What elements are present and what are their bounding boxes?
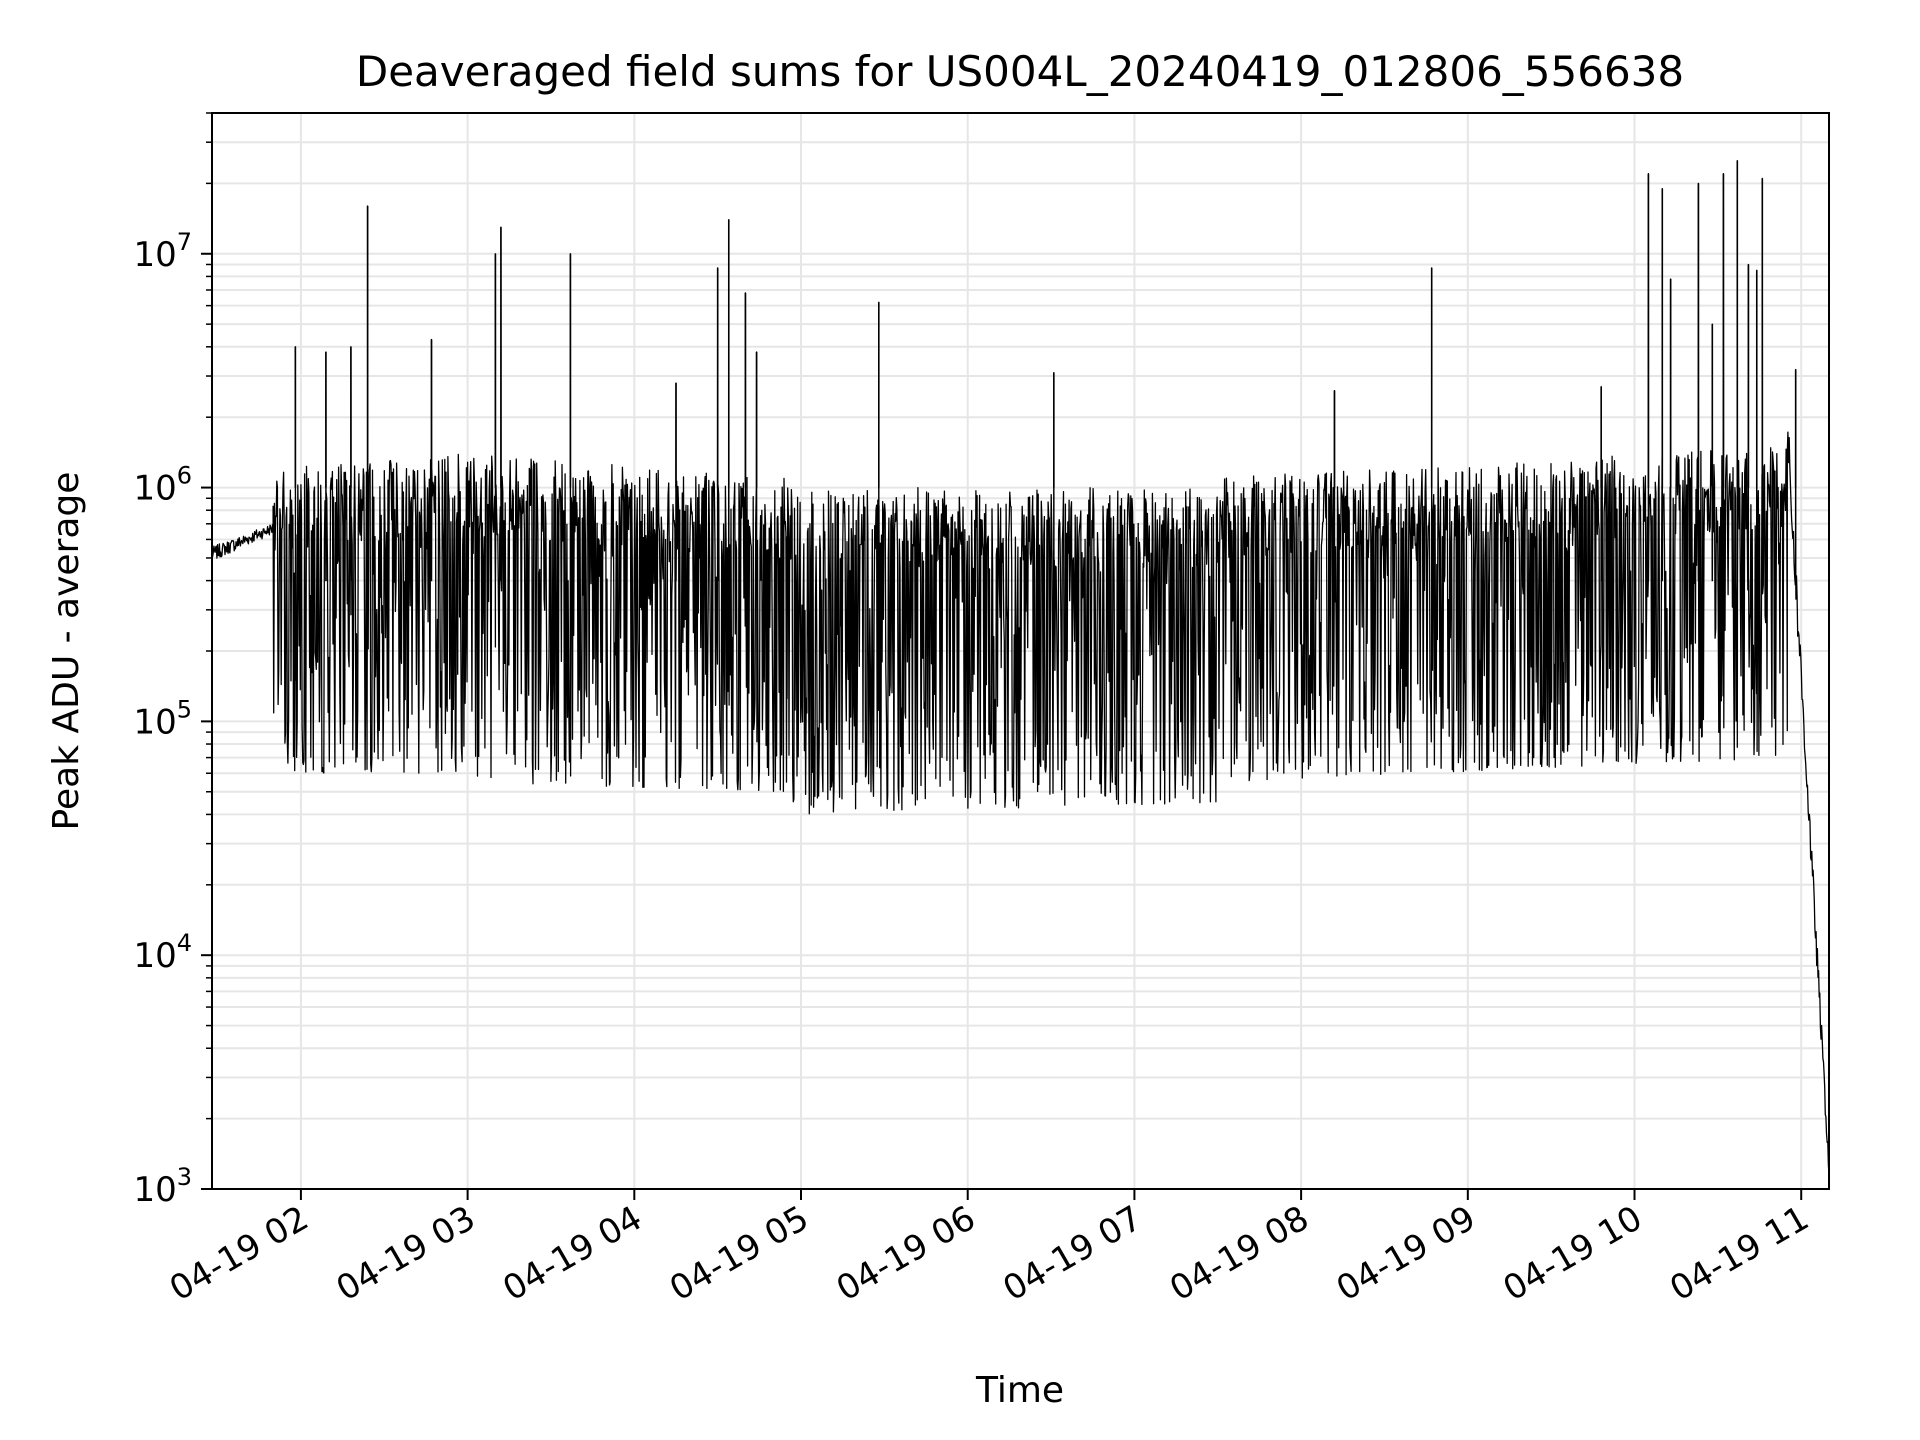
y-tick-label: 104 (133, 929, 192, 976)
chart-title: Deaveraged field sums for US004L_2024041… (356, 47, 1684, 96)
series-line (211, 160, 1830, 1175)
y-tick-label: 103 (133, 1163, 192, 1210)
series-area (211, 160, 1830, 1175)
y-tick-label: 106 (133, 462, 192, 509)
y-tick-label: 105 (133, 695, 192, 742)
x-axis-label: Time (975, 1370, 1064, 1411)
y-axis-ticks: 103 104 105 106 107 (133, 112, 212, 1210)
y-tick-label: 107 (133, 228, 192, 275)
y-axis-label: Peak ADU - average (46, 472, 87, 831)
